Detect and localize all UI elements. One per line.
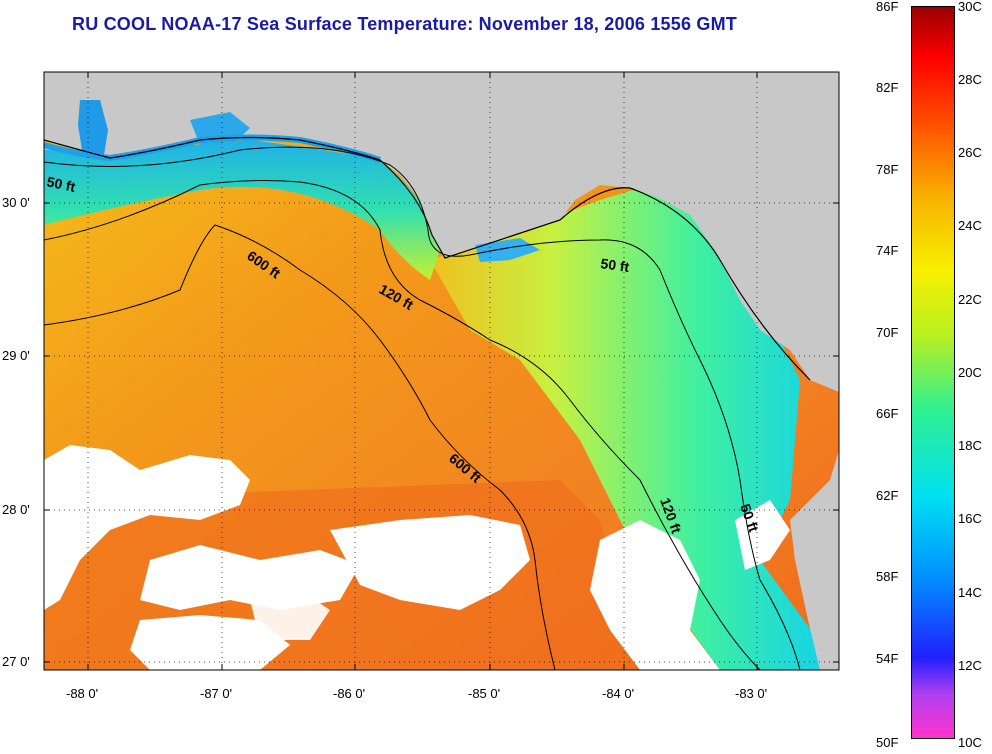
colorbar-f-label: 86F xyxy=(876,0,899,14)
land-north xyxy=(44,72,839,392)
contour-coastline xyxy=(44,136,811,381)
colorbar-f-label: 78F xyxy=(876,162,899,177)
colorbar-f-label: 62F xyxy=(876,488,899,503)
colorbar-c-label: 14C xyxy=(958,585,982,600)
colorbar-c-label: 24C xyxy=(958,218,982,233)
contour-50ft-west xyxy=(44,146,801,670)
east-shelf-water xyxy=(430,188,839,670)
x-tick-label: -88 0' xyxy=(66,686,99,701)
colorbar-c-label: 20C xyxy=(958,365,982,380)
axis-ticks xyxy=(44,72,839,670)
depth-contours xyxy=(44,136,811,670)
colorbar-c-label: 26C xyxy=(958,145,982,160)
colorbar-f-label: 58F xyxy=(876,569,899,584)
y-tick-label: 29 0' xyxy=(2,348,30,363)
contour-600ft xyxy=(44,224,556,670)
y-tick-label: 30 0' xyxy=(2,195,30,210)
contour-label-50ft-west: 50 ft xyxy=(45,173,77,195)
y-tick-label: 28 0' xyxy=(2,502,30,517)
map-frame xyxy=(43,71,840,671)
colorbar-f-label: 50F xyxy=(876,735,899,750)
mobile-bay xyxy=(78,100,108,155)
land-southeast xyxy=(790,450,839,670)
apalachicola-bay xyxy=(475,238,540,262)
colorbar-c-label: 22C xyxy=(958,292,982,307)
sst-map: 50 ft 600 ft 120 ft 50 ft 600 ft 120 ft … xyxy=(43,71,840,671)
colorbar-c-label: 28C xyxy=(958,72,982,87)
contour-120ft xyxy=(44,180,761,670)
y-tick-label: 27 0' xyxy=(2,654,30,669)
colorbar-f-label: 70F xyxy=(876,325,899,340)
x-tick-label: -83 0' xyxy=(735,686,768,701)
colorbar-c-label: 16C xyxy=(958,511,982,526)
north-shelf-water xyxy=(44,140,440,280)
colorbar-c-label: 10C xyxy=(958,735,982,750)
contour-label-50ft-east: 50 ft xyxy=(600,255,631,275)
x-tick-label: -84 0' xyxy=(602,686,635,701)
colorbar-c-label: 18C xyxy=(958,438,982,453)
map-title: RU COOL NOAA-17 Sea Surface Temperature:… xyxy=(72,14,737,34)
colorbar-c-label: 30C xyxy=(958,0,982,14)
colorbar-f-label: 82F xyxy=(876,80,899,95)
colorbar-f-label: 74F xyxy=(876,243,899,258)
x-tick-label: -86 0' xyxy=(333,686,366,701)
temperature-colorbar xyxy=(911,6,955,739)
x-tick-label: -85 0' xyxy=(468,686,501,701)
colorbar-c-label: 12C xyxy=(958,658,982,673)
x-tick-label: -87 0' xyxy=(200,686,233,701)
colorbar-f-label: 66F xyxy=(876,406,899,421)
colorbar-f-label: 54F xyxy=(876,651,899,666)
cloud-cover xyxy=(44,445,790,670)
